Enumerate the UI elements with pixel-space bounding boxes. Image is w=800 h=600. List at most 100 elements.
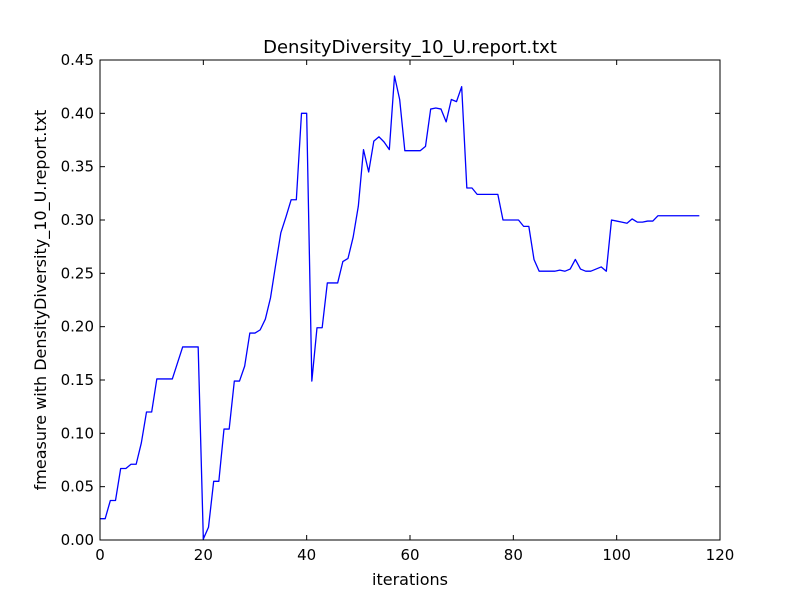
y-tick-label: 0.20	[61, 318, 94, 336]
data-point	[347, 258, 348, 259]
x-tick-label: 80	[504, 546, 523, 564]
data-point	[146, 411, 147, 412]
data-point	[167, 378, 168, 379]
x-tick-label: 0	[95, 546, 105, 564]
data-point	[105, 518, 106, 519]
data-point	[688, 215, 689, 216]
y-tick-label: 0.45	[61, 51, 94, 69]
x-axis-label: iterations	[372, 570, 448, 589]
data-point	[172, 378, 173, 379]
data-point	[234, 380, 235, 381]
data-point	[699, 215, 700, 216]
y-tick-label: 0.00	[61, 531, 94, 549]
data-point	[637, 222, 638, 223]
data-point	[198, 346, 199, 347]
data-point	[570, 268, 571, 269]
y-tick-label: 0.25	[61, 264, 94, 282]
data-point	[492, 194, 493, 195]
data-point	[151, 411, 152, 412]
data-point	[384, 142, 385, 143]
data-point	[554, 271, 555, 272]
data-point	[616, 220, 617, 221]
data-point	[456, 101, 457, 102]
data-point	[218, 481, 219, 482]
x-tick-label: 100	[602, 546, 631, 564]
data-point	[683, 215, 684, 216]
data-point	[311, 380, 312, 381]
data-point	[285, 216, 286, 217]
data-point	[306, 113, 307, 114]
data-point	[477, 194, 478, 195]
data-point	[435, 107, 436, 108]
data-point	[694, 215, 695, 216]
y-tick-label: 0.10	[61, 424, 94, 442]
data-point	[244, 366, 245, 367]
data-point	[508, 219, 509, 220]
data-point	[415, 150, 416, 151]
data-point	[482, 194, 483, 195]
y-tick-label: 0.05	[61, 478, 94, 496]
data-point	[523, 226, 524, 227]
data-point	[260, 329, 261, 330]
data-point	[409, 150, 410, 151]
data-point	[280, 232, 281, 233]
data-point	[632, 218, 633, 219]
data-point	[373, 140, 374, 141]
x-tick-label: 120	[706, 546, 735, 564]
y-axis-label: fmeasure with DensityDiversity_10_U.repo…	[31, 110, 51, 491]
data-point	[213, 481, 214, 482]
data-point	[487, 194, 488, 195]
data-point	[440, 108, 441, 109]
chart-title: DensityDiversity_10_U.report.txt	[263, 37, 557, 58]
data-point	[575, 259, 576, 260]
x-tick-label: 60	[400, 546, 419, 564]
data-point	[130, 464, 131, 465]
data-point	[647, 220, 648, 221]
y-tick-label: 0.15	[61, 371, 94, 389]
data-point	[342, 261, 343, 262]
data-point	[502, 219, 503, 220]
data-point	[203, 538, 204, 539]
data-point	[446, 121, 447, 122]
plot-frame	[99, 59, 721, 541]
data-point	[125, 468, 126, 469]
data-point	[549, 271, 550, 272]
data-point	[332, 282, 333, 283]
data-point	[590, 271, 591, 272]
data-point	[110, 500, 111, 501]
data-point	[358, 206, 359, 207]
data-point	[425, 146, 426, 147]
data-point	[208, 527, 209, 528]
data-point	[606, 271, 607, 272]
data-point	[327, 282, 328, 283]
data-point	[115, 500, 116, 501]
data-point	[621, 222, 622, 223]
data-point	[316, 327, 317, 328]
y-tick-label: 0.35	[61, 158, 94, 176]
data-point	[663, 215, 664, 216]
data-point	[161, 378, 162, 379]
data-point	[559, 270, 560, 271]
y-tick-label: 0.30	[61, 211, 94, 229]
data-point	[223, 428, 224, 429]
data-point	[580, 268, 581, 269]
data-point	[564, 271, 565, 272]
data-point	[378, 136, 379, 137]
data-point	[296, 199, 297, 200]
data-point	[611, 219, 612, 220]
data-point	[657, 215, 658, 216]
data-point	[513, 219, 514, 220]
series-line	[100, 75, 700, 540]
data-point	[678, 215, 679, 216]
data-point	[363, 149, 364, 150]
data-point	[249, 332, 250, 333]
data-point	[497, 194, 498, 195]
x-tick-label: 40	[297, 546, 316, 564]
data-point	[141, 442, 142, 443]
data-point	[673, 215, 674, 216]
data-point	[265, 319, 266, 320]
plot-area	[100, 60, 720, 540]
data-point	[585, 271, 586, 272]
data-point	[322, 327, 323, 328]
